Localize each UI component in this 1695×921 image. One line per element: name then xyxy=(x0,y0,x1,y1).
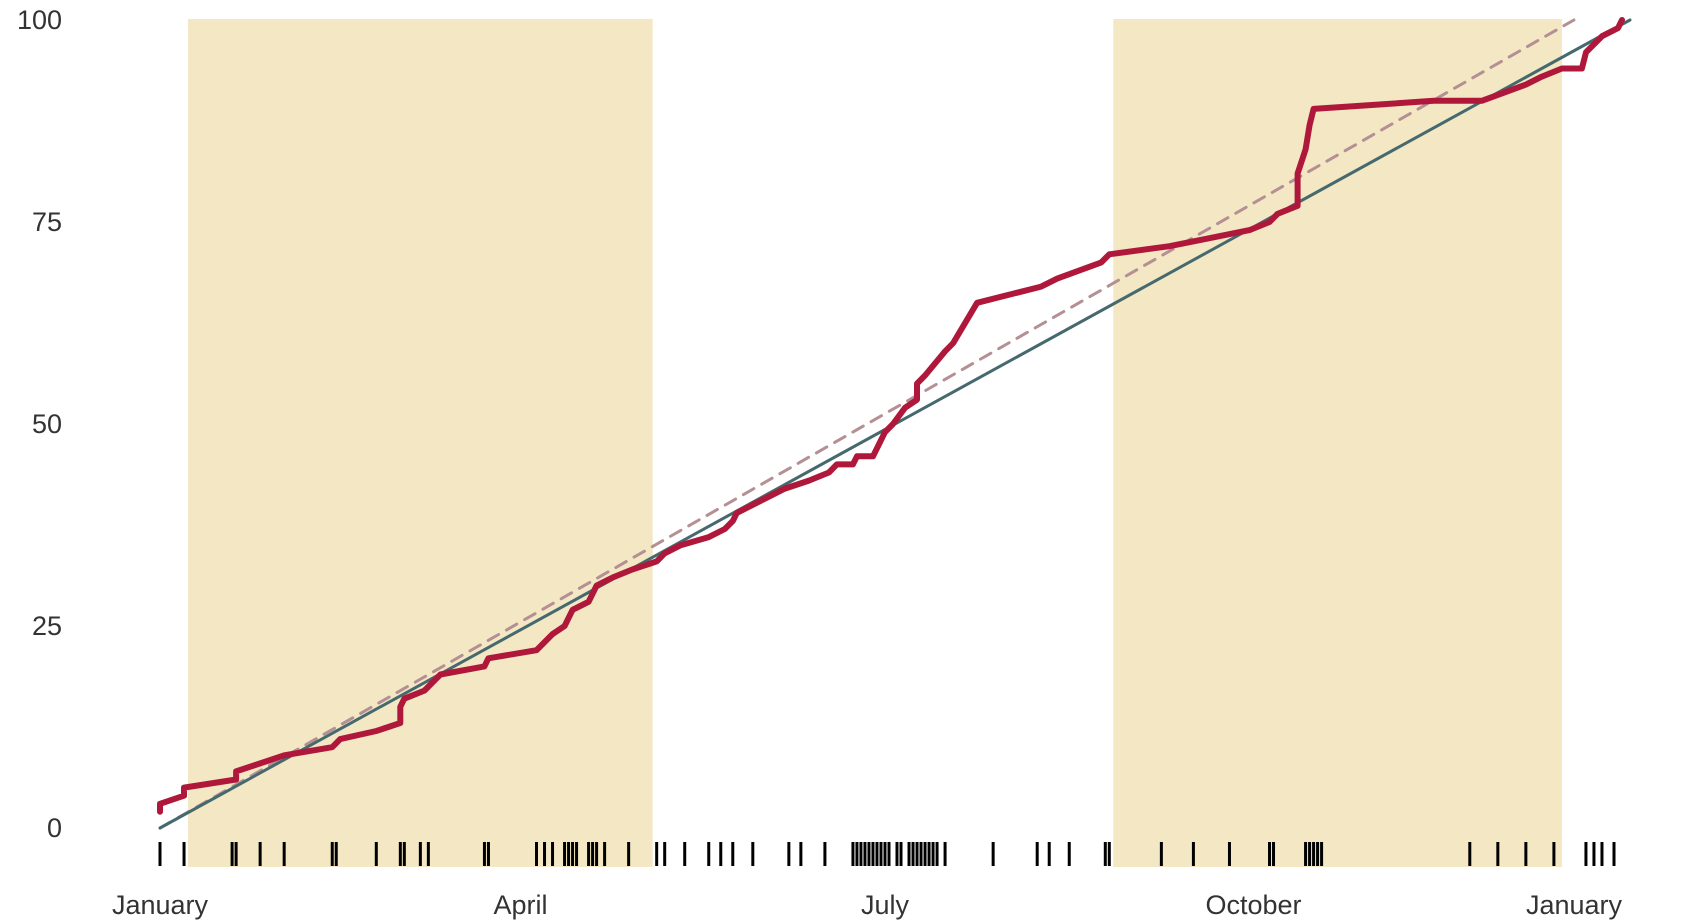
cumulative-line xyxy=(157,17,1625,815)
x-tick-label-2: April xyxy=(493,890,547,920)
series-lines xyxy=(157,17,1632,830)
shaded-periods xyxy=(188,19,1562,867)
y-tick-label-75: 75 xyxy=(32,207,62,237)
y-axis-tick-labels: 0 25 50 75 100 xyxy=(17,5,62,843)
y-tick-label-0: 0 xyxy=(47,813,62,843)
y-tick-label-100: 100 xyxy=(17,5,62,35)
x-tick-label-4: October xyxy=(1205,890,1301,920)
dashed-line xyxy=(158,18,1576,830)
shaded-range-2 xyxy=(1113,19,1562,867)
event-rug xyxy=(158,842,1616,866)
x-axis-tick-labels: January April July October January xyxy=(112,890,1623,920)
y-tick-label-50: 50 xyxy=(32,409,62,439)
y-tick-label-25: 25 xyxy=(32,611,62,641)
x-tick-label-1: January xyxy=(112,890,209,920)
shaded-range-1 xyxy=(188,19,653,867)
x-tick-label-3: July xyxy=(861,890,910,920)
x-tick-label-5: January xyxy=(1526,890,1623,920)
